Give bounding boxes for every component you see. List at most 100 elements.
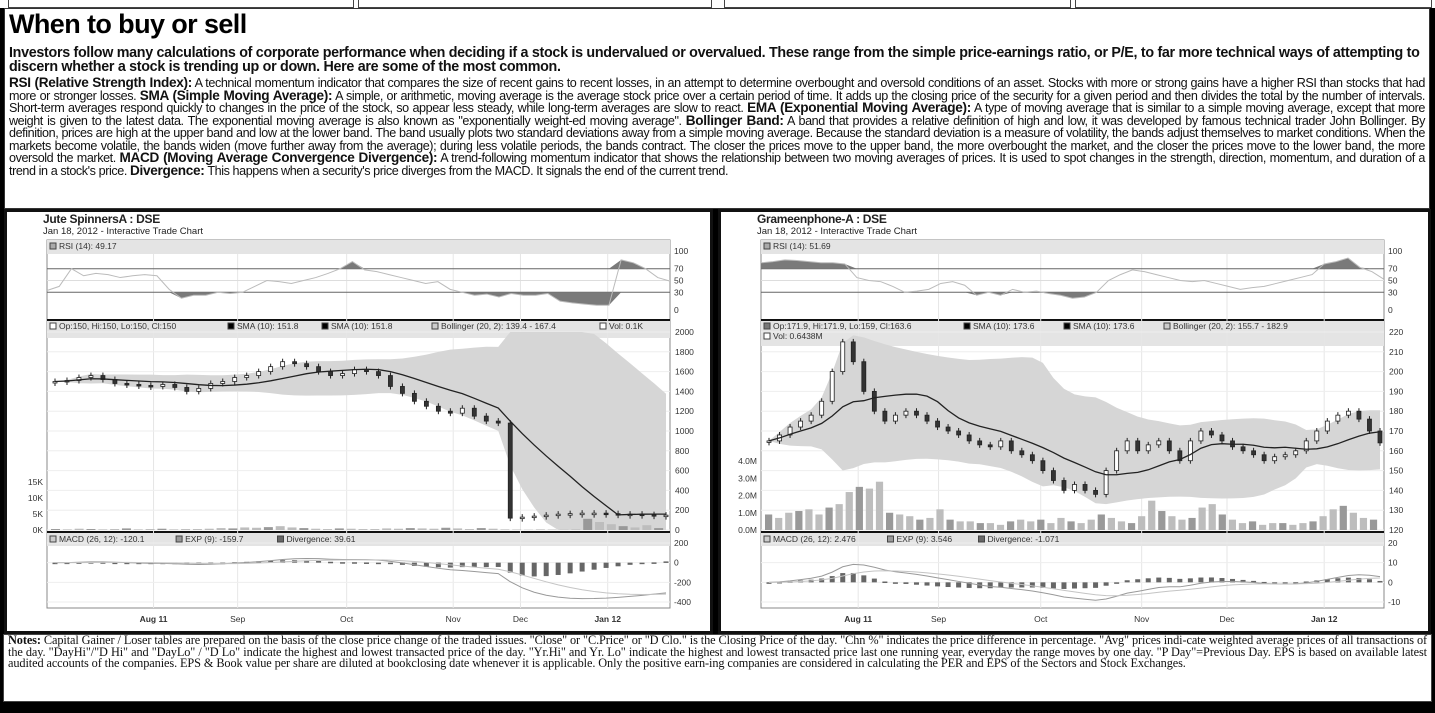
- macd-tick-label: 200: [674, 538, 688, 548]
- volume-bar: [110, 529, 120, 530]
- volume-bar: [956, 521, 964, 530]
- candle: [1303, 440, 1309, 452]
- candle: [435, 405, 441, 412]
- bollinger-band: [55, 332, 666, 530]
- volume-bar: [815, 514, 823, 530]
- candle: [808, 414, 814, 422]
- candle: [871, 390, 877, 412]
- candle: [1177, 450, 1183, 462]
- volume-bar: [630, 527, 640, 530]
- volume-tick-label: 10K: [28, 493, 43, 503]
- volume-bar: [1198, 507, 1206, 530]
- notes-label: Notes:: [8, 633, 41, 647]
- divergence-bar: [1156, 577, 1162, 583]
- candle: [1103, 470, 1109, 495]
- rsi-tick-label: 50: [674, 276, 684, 286]
- price-legend-label: SMA (10): 151.8: [237, 321, 299, 331]
- volume-bar: [835, 504, 843, 530]
- volume-bar: [74, 528, 84, 530]
- volume-bar: [1087, 519, 1095, 530]
- volume-bar: [1238, 523, 1247, 530]
- candle: [1324, 420, 1330, 432]
- volume-bar: [1269, 523, 1277, 530]
- price-legend-swatch: [1063, 322, 1071, 330]
- candle: [579, 512, 585, 516]
- divergence-bar: [829, 576, 835, 583]
- candle: [1145, 444, 1151, 452]
- volume-bar: [1027, 521, 1035, 530]
- rsi-header-band: [761, 240, 1384, 254]
- candle: [88, 375, 94, 378]
- volume-bar: [263, 527, 273, 530]
- candle: [316, 366, 321, 372]
- volume-bar: [906, 516, 914, 530]
- candle: [603, 512, 609, 516]
- volume-bar: [1299, 523, 1307, 530]
- divergence-bar: [1251, 580, 1257, 583]
- divergence-bar: [76, 562, 82, 564]
- volume-bar: [1148, 500, 1156, 530]
- volume-bar: [488, 528, 498, 530]
- candle: [1367, 418, 1372, 432]
- divergence-bar: [112, 562, 118, 565]
- divergence-bar: [603, 562, 609, 568]
- price-legend-label: SMA (10): 173.6: [1073, 321, 1135, 331]
- macd-legend-label: EXP (9): 3.546: [897, 534, 953, 544]
- divergence-bar: [850, 572, 856, 583]
- candle: [1166, 440, 1172, 452]
- macd-legend-swatch: [763, 535, 771, 543]
- candle: [1114, 450, 1120, 472]
- candle: [471, 407, 477, 417]
- rsi-oversold-fill: [761, 292, 1384, 299]
- volume-bar: [896, 514, 904, 530]
- price-tick-label: 1600: [675, 367, 694, 377]
- rsi-line: [46, 259, 671, 306]
- divergence-bar: [1093, 582, 1099, 588]
- candle: [1061, 480, 1067, 491]
- candle: [280, 361, 286, 368]
- volume-tick-label: 5K: [33, 509, 44, 519]
- volume-bar: [618, 526, 628, 530]
- divergence-bar: [1050, 582, 1056, 589]
- divergence-bar: [268, 560, 274, 563]
- chart-jute-spinners: Aug 11 Sep Oct Nov Dec Jan 12 100 70 50 30 0 RSI (1…: [4, 209, 713, 634]
- volume-bar: [825, 507, 833, 530]
- volume-tick-label: 15K: [28, 477, 43, 487]
- x-tick-label: Aug 11: [844, 614, 872, 624]
- volume-tick-label: 4.0M: [738, 456, 757, 466]
- article-intro: Investors follow many calculations of co…: [9, 45, 1420, 75]
- chart-subtitle: Jan 18, 2012 - Interactive Trade Chart: [757, 226, 918, 237]
- previous-chart-frame: [1075, 0, 1432, 8]
- divergence-bar: [1293, 582, 1299, 584]
- candle: [924, 414, 930, 422]
- rsi-tick-label: 70: [674, 264, 684, 274]
- chart-title: Jute SpinnersA : DSE: [43, 212, 160, 226]
- volume-tick-label: 0K: [33, 525, 44, 535]
- volume-bar: [986, 523, 995, 530]
- volume-bar: [916, 519, 924, 530]
- volume-bar: [885, 512, 894, 530]
- candle: [388, 375, 393, 387]
- rsi-tick-label: 70: [1388, 264, 1398, 274]
- volume-bar: [936, 509, 944, 530]
- divergence-bar: [819, 578, 825, 583]
- divergence-bar: [399, 562, 405, 565]
- candle: [376, 371, 381, 376]
- candle: [495, 420, 501, 424]
- volume-bar: [1349, 512, 1357, 530]
- volume-bar: [252, 527, 262, 530]
- macd-tick-label: -10: [1388, 597, 1401, 607]
- candle: [1124, 440, 1130, 452]
- volume-bar: [1319, 516, 1327, 530]
- volume-bar: [181, 529, 191, 530]
- price-legend-swatch: [963, 322, 971, 330]
- divergence-bar: [1166, 577, 1172, 583]
- candle: [244, 375, 250, 378]
- volume-bar: [334, 528, 344, 530]
- macd-legend-swatch: [49, 535, 57, 543]
- volume-bar: [1369, 519, 1378, 530]
- x-tick-label: Sep: [230, 614, 245, 624]
- candle: [543, 514, 549, 518]
- divergence-bar: [998, 582, 1004, 588]
